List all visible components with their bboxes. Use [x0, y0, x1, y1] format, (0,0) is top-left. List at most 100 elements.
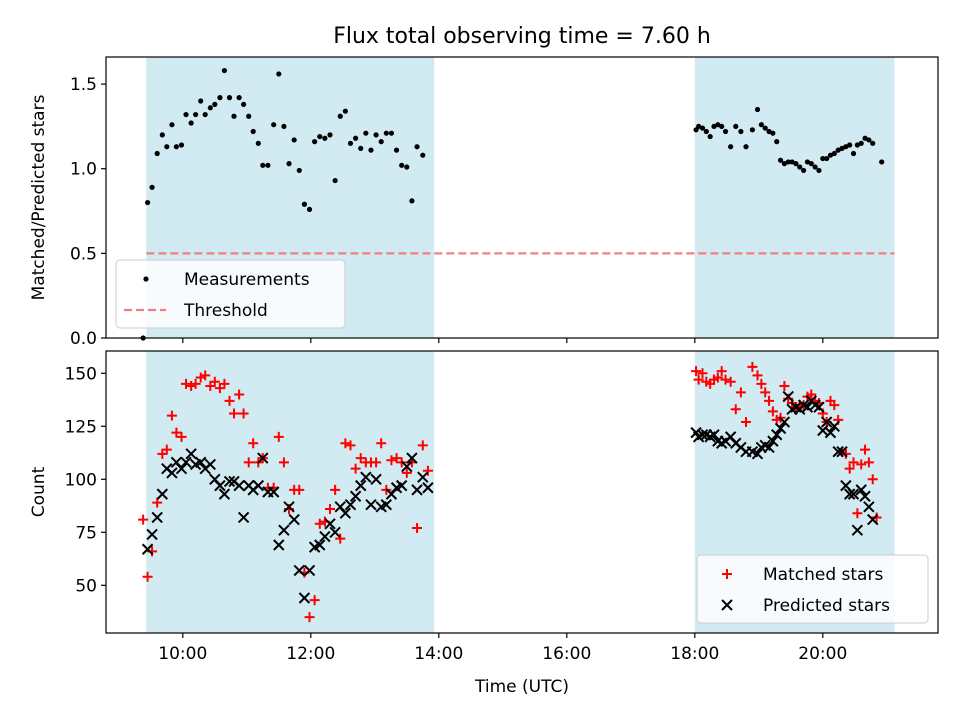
measurement-point — [347, 140, 354, 146]
measurement-point — [801, 167, 807, 174]
matched-star-point — [340, 438, 351, 449]
predicted-star-point — [365, 499, 377, 511]
measurement-point — [322, 135, 328, 141]
bottom-panel-y-axis-label: Count — [29, 466, 49, 517]
measurement-point — [296, 167, 302, 174]
bottom-panel-y-ticks: 50 75 100 125 150 — [65, 364, 106, 596]
matched-star-point — [309, 595, 320, 606]
predicted-star-point — [867, 513, 879, 526]
predicted-star-point — [329, 526, 341, 538]
measurement-point — [393, 147, 400, 153]
predicted-star-point — [195, 456, 207, 469]
predicted-star-point — [233, 479, 245, 492]
predicted-star-point — [283, 501, 295, 513]
measurement-point — [808, 161, 814, 167]
matched-star-point — [243, 457, 254, 468]
matched-star-point — [142, 571, 153, 582]
measurement-point — [286, 161, 292, 167]
matched-star-point — [852, 508, 863, 519]
matched-star-point — [693, 374, 704, 385]
matched-star-point — [176, 431, 187, 442]
predicted-star-point — [278, 524, 290, 536]
measurement-point — [250, 128, 256, 135]
measurement-point — [312, 139, 318, 145]
matched-star-point — [806, 389, 817, 400]
measurement-point — [777, 157, 784, 163]
measurement-point — [879, 159, 885, 165]
predicted-star-point — [298, 592, 311, 604]
predicted-star-point — [411, 484, 423, 496]
matched-star-point — [767, 406, 778, 417]
matched-star-point — [345, 440, 356, 451]
predicted-star-point — [832, 446, 844, 458]
measurement-point — [383, 130, 389, 136]
measurement-point — [337, 113, 343, 119]
matched-star-point — [867, 474, 878, 485]
measurement-point — [358, 145, 364, 152]
predicted-star-point — [314, 539, 326, 551]
measurement-point — [785, 159, 791, 165]
top-panel-y-ticks: 0.0 0.5 1.0 1.5 — [70, 75, 106, 349]
predicted-star-point — [778, 416, 791, 428]
measurement-point — [212, 101, 218, 107]
matched-star-point — [200, 370, 211, 381]
measurement-point — [265, 162, 271, 168]
measurement-point — [770, 130, 776, 136]
measurement-point — [699, 125, 706, 131]
measurement-point — [207, 105, 213, 111]
predicted-star-point — [820, 416, 833, 428]
matched-star-point — [712, 372, 723, 383]
predicted-star-point — [288, 513, 300, 526]
measurement-point — [762, 125, 768, 131]
y-tick-label: 50 — [75, 576, 97, 596]
measurement-point — [342, 108, 348, 114]
legend-label: Measurements — [184, 270, 310, 290]
matched-star-point — [871, 512, 882, 523]
predicted-star-point — [763, 441, 775, 454]
matched-star-point — [735, 387, 746, 398]
shaded-interval-2 — [694, 57, 895, 338]
predicted-star-point — [767, 435, 779, 447]
predicted-star-point — [370, 473, 382, 485]
measurement-point — [173, 144, 179, 150]
measurement-point — [193, 111, 199, 118]
measurement-point — [241, 101, 247, 107]
measurement-point — [246, 113, 252, 119]
matched-star-point — [730, 404, 741, 415]
matched-star-point — [829, 400, 840, 411]
predicted-star-point — [324, 518, 336, 530]
measurement-point — [217, 95, 223, 101]
top-panel-frame — [105, 56, 939, 339]
y-tick-label: 0.0 — [70, 329, 97, 349]
matched-star-point — [860, 444, 871, 455]
measurement-point — [368, 147, 374, 153]
x-tick-label: 18:00 — [670, 644, 719, 664]
matched-star-point — [248, 438, 259, 449]
matched-star-point — [848, 457, 859, 468]
measurement-point — [743, 144, 749, 150]
measurement-point — [276, 71, 282, 77]
measurement-point — [149, 184, 155, 190]
matched-star-point — [371, 457, 382, 468]
matched-star-point — [760, 387, 771, 398]
matched-star-point — [219, 378, 230, 389]
matched-star-point — [355, 453, 366, 464]
predicted-star-point — [214, 479, 226, 492]
matched-star-point — [234, 389, 245, 400]
measurement-point — [332, 177, 338, 184]
predicted-star-point — [855, 484, 867, 496]
x-tick-label: 16:00 — [542, 644, 591, 664]
legend-label: Matched stars — [763, 565, 883, 585]
legend-label: Threshold — [183, 301, 268, 321]
predicted-star-point — [156, 488, 169, 500]
matched-star-point — [238, 408, 249, 419]
top-panel-x-tick-marks — [182, 338, 824, 343]
measurement-point — [291, 137, 297, 143]
matched-star-point — [779, 380, 790, 391]
measurement-point — [824, 155, 830, 162]
matched-star-point — [229, 408, 239, 419]
measurement-point — [317, 133, 323, 140]
measurement-point — [703, 128, 709, 135]
measurement-point — [226, 95, 233, 101]
predicted-star-point — [395, 479, 408, 492]
